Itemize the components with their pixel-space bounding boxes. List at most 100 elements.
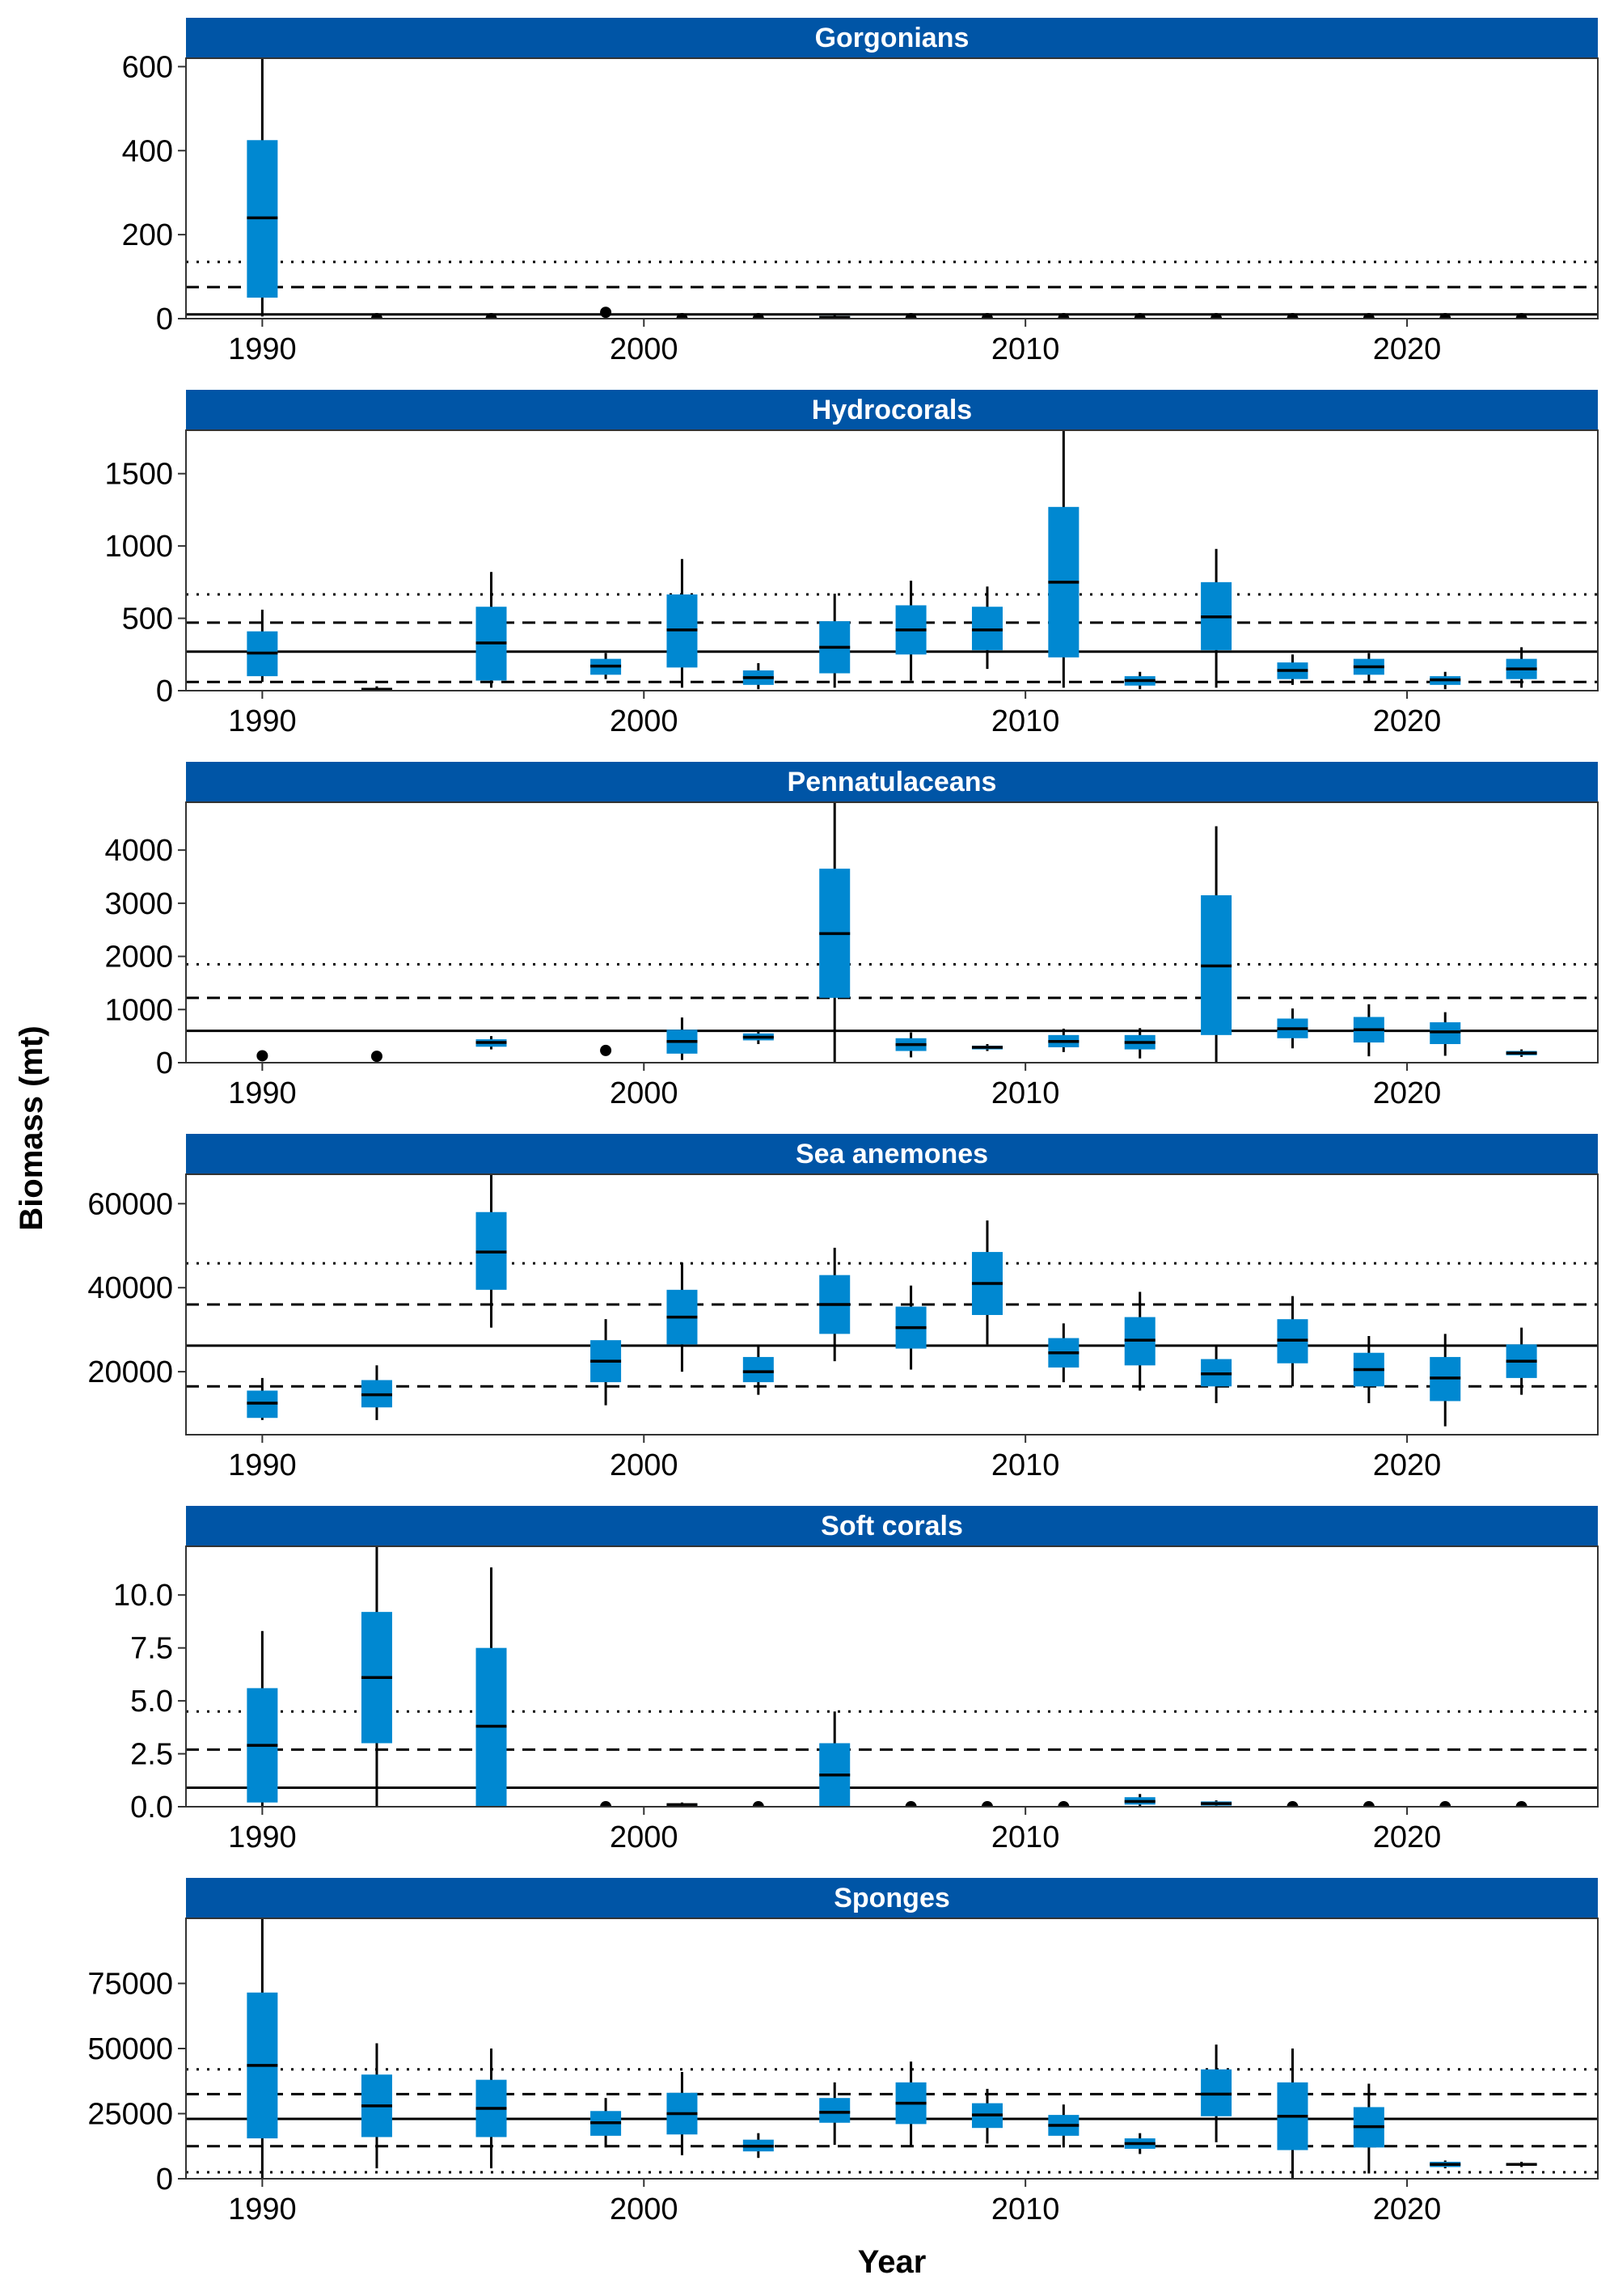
x-tick-label: 2020 [1373, 1076, 1442, 1110]
y-tick-label: 0 [156, 302, 173, 336]
panel-plot-area [186, 802, 1598, 1063]
x-tick-label: 2010 [991, 2192, 1060, 2226]
point [905, 313, 917, 319]
panel-soft-corals: Soft corals 0.0 2.5 5.0 7.5 10.0 1990 2000 2010 2… [113, 1506, 1599, 1854]
panel-gorgonians: Gorgonians 0 200 400 600 1990 2000 2010 2020 [122, 18, 1599, 366]
y-tick-label: 7.5 [130, 1632, 173, 1666]
y-axis-label: Biomass (mt) [14, 1025, 49, 1230]
facet-title: Gorgonians [815, 23, 970, 53]
facet-strip [186, 390, 1598, 430]
facet-strip [186, 1134, 1598, 1174]
panel-plot-area [186, 1918, 1598, 2179]
facet-title: Soft corals [821, 1511, 963, 1541]
facet-strip [186, 1506, 1598, 1546]
point [1058, 1801, 1070, 1807]
point [981, 313, 993, 319]
facet-strip [186, 762, 1598, 802]
x-tick-label: 2010 [991, 332, 1060, 366]
y-tick-label: 75000 [87, 1968, 173, 2002]
x-tick-label: 1990 [228, 332, 297, 366]
panel-plot-area [186, 430, 1598, 691]
box [971, 607, 1003, 650]
facet-strip [186, 18, 1598, 58]
point [1058, 313, 1070, 319]
x-tick-label: 2000 [610, 1076, 678, 1110]
panel-sponges: Sponges 0 25000 50000 75000 1990 2000 2010 2020 [87, 1878, 1599, 2226]
y-tick-label: 0.0 [130, 1791, 173, 1825]
point [981, 1801, 993, 1807]
y-tick-label: 0 [156, 2163, 173, 2197]
x-tick-label: 2020 [1373, 2192, 1442, 2226]
x-tick-label: 2020 [1373, 1448, 1442, 1482]
y-tick-label: 25000 [87, 2098, 173, 2132]
panel-border [185, 1918, 1599, 2180]
y-tick-label: 4000 [104, 834, 173, 868]
x-tick-label: 2010 [991, 704, 1060, 738]
point [1287, 1801, 1299, 1807]
x-tick-label: 2010 [991, 1448, 1060, 1482]
panel-plot-area [186, 58, 1598, 319]
point [1515, 313, 1527, 319]
point [676, 313, 688, 319]
x-tick-label: 2010 [991, 1820, 1060, 1854]
box [819, 2098, 851, 2123]
point [485, 313, 497, 319]
point [256, 1050, 268, 1062]
point [1210, 313, 1223, 319]
box [742, 1356, 774, 1383]
point [600, 307, 612, 319]
point [600, 1044, 612, 1056]
panel-plot-area [186, 1546, 1598, 1807]
panel-hydrocorals: Hydrocorals 0 500 1000 1500 1990 2000 2010 2020 [104, 390, 1599, 738]
y-tick-label: 50000 [87, 2032, 173, 2066]
x-tick-label: 1990 [228, 704, 297, 738]
point [752, 1801, 764, 1807]
y-tick-label: 400 [122, 134, 173, 168]
x-tick-label: 2020 [1373, 704, 1442, 738]
facet-strip [186, 1878, 1598, 1918]
x-tick-label: 2020 [1373, 1820, 1442, 1854]
y-tick-label: 2000 [104, 941, 173, 975]
point [752, 313, 764, 319]
facet-title: Sea anemones [796, 1139, 988, 1169]
panel-border [185, 429, 1599, 691]
facet-title: Sponges [834, 1883, 950, 1913]
x-tick-label: 1990 [228, 2192, 297, 2226]
x-axis-label: Year [858, 2244, 927, 2280]
panel-border [185, 801, 1599, 1063]
x-tick-label: 2010 [991, 1076, 1060, 1110]
y-tick-label: 60000 [87, 1187, 173, 1221]
point [1363, 1801, 1375, 1807]
point [370, 1051, 382, 1063]
point [370, 313, 382, 319]
point [1439, 313, 1451, 319]
panel-border [185, 57, 1599, 319]
panel-pennatulaceans: Pennatulaceans 0 1000 2000 3000 4000 1990 2000 2… [104, 762, 1599, 1110]
y-tick-label: 600 [122, 50, 173, 84]
point [1134, 313, 1146, 319]
panel-border [185, 1545, 1599, 1808]
x-tick-label: 2000 [610, 1448, 678, 1482]
y-tick-label: 1000 [104, 993, 173, 1027]
y-tick-label: 0 [156, 674, 173, 708]
x-tick-label: 1990 [228, 1076, 297, 1110]
point [1439, 1801, 1451, 1807]
point [1515, 1801, 1527, 1807]
y-tick-label: 1000 [104, 530, 173, 564]
facet-title: Pennatulaceans [788, 767, 997, 797]
y-tick-label: 200 [122, 218, 173, 252]
y-tick-label: 40000 [87, 1271, 173, 1305]
x-tick-label: 1990 [228, 1820, 297, 1854]
x-tick-label: 2020 [1373, 332, 1442, 366]
y-tick-label: 5.0 [130, 1685, 173, 1719]
point [905, 1801, 917, 1807]
x-tick-label: 1990 [228, 1448, 297, 1482]
y-tick-label: 10.0 [113, 1579, 173, 1613]
panels: Gorgonians 0 200 400 600 1990 2000 2010 2020 Hydr… [87, 18, 1599, 2226]
y-tick-label: 3000 [104, 887, 173, 921]
point [1363, 313, 1375, 319]
facet-title: Hydrocorals [812, 395, 972, 425]
y-tick-label: 500 [122, 603, 173, 636]
panel-plot-area [186, 1174, 1598, 1427]
